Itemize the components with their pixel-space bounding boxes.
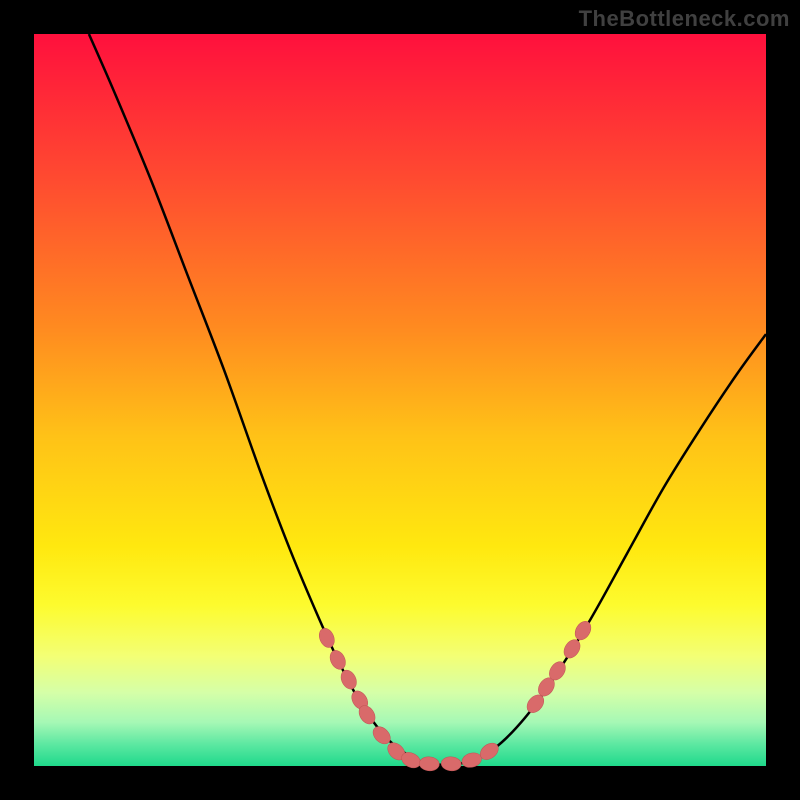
chart-container: TheBottleneck.com: [0, 0, 800, 800]
bottleneck-chart: [0, 0, 800, 800]
plot-area: [34, 34, 766, 766]
watermark-text: TheBottleneck.com: [579, 6, 790, 32]
